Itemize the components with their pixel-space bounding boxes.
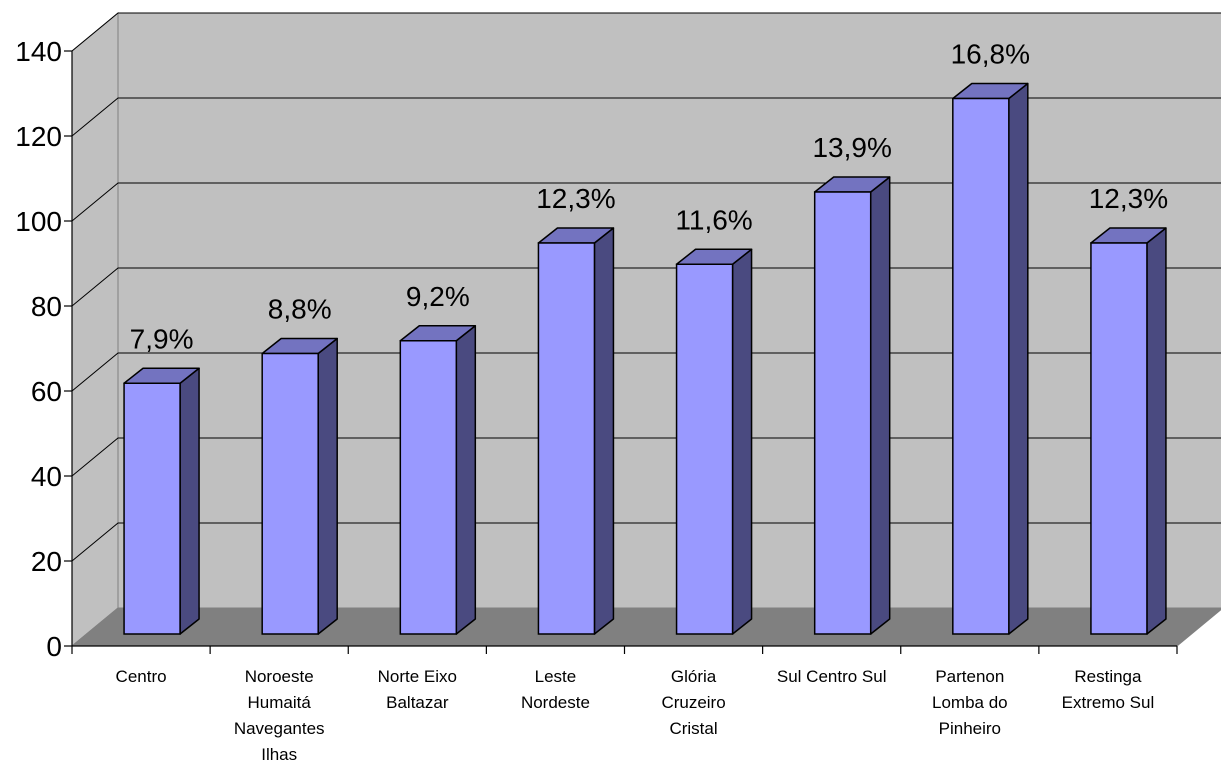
x-tick-label-line: Navegantes (234, 719, 325, 738)
bar-front (675, 263, 734, 635)
bar-side (179, 367, 200, 635)
y-tick-label: 80 (31, 291, 62, 322)
y-tick-label: 60 (31, 376, 62, 407)
x-tick-label-line: Restinga (1074, 667, 1142, 686)
chart-walls (70, 11, 1221, 648)
x-tick-label: Norte Eixo Baltazar (378, 667, 457, 712)
bar-front (952, 97, 1010, 635)
y-tick-label: 0 (46, 631, 62, 662)
data-label: 8,8% (268, 294, 332, 325)
bars (123, 82, 1167, 635)
bar (1090, 227, 1167, 635)
x-tick-label-line: Humaitá (248, 693, 312, 712)
data-label: 7,9% (130, 323, 194, 354)
bar (399, 325, 477, 635)
bar-side (869, 176, 891, 635)
y-tick-label: 140 (15, 36, 62, 67)
y-axis-tick-labels: 0 20 40 60 80 100 120 140 (15, 36, 62, 662)
bar (261, 337, 338, 635)
gridline (71, 97, 1221, 137)
x-tick-label: Noroeste Humaitá Navegantes Ilhas (234, 667, 325, 764)
x-tick-label: Partenon Lomba do Pinheiro (932, 667, 1008, 738)
x-tick-label-line: Extremo Sul (1062, 693, 1155, 712)
axes (64, 50, 1178, 654)
x-tick-label-line: Norte Eixo (378, 667, 457, 686)
bar-side (593, 227, 615, 635)
data-labels: 7,9% 8,8% 9,2% 12,3% 11,6% 13,9% 16,8% 12,3% (130, 39, 1168, 355)
bar-front (399, 340, 458, 635)
bar-front (261, 352, 319, 635)
y-tick-label: 120 (15, 121, 62, 152)
floor (70, 607, 1221, 647)
x-tick-label-line: Cruzeiro (661, 693, 725, 712)
data-label: 9,2% (406, 281, 470, 312)
bar (813, 176, 891, 635)
x-tick-label-line: Sul Centro Sul (777, 667, 887, 686)
bar-side (317, 337, 338, 635)
x-axis-tick-labels: Centro Noroeste Humaitá Navegantes Ilhas Nort… (116, 667, 1155, 764)
bar (952, 82, 1029, 635)
data-label: 13,9% (812, 132, 891, 163)
data-label: 11,6% (675, 204, 752, 235)
data-label: 12,3% (1089, 183, 1168, 214)
bar-front (123, 382, 181, 635)
x-tick-label-line: Glória (671, 667, 717, 686)
x-tick-label-line: Partenon (935, 667, 1004, 686)
y-tick-label: 40 (31, 461, 62, 492)
bar-front (537, 242, 596, 635)
side-wall (71, 11, 119, 648)
x-tick-label: Restinga Extremo Sul (1062, 667, 1155, 712)
x-tick-label-line: Baltazar (386, 693, 449, 712)
y-tick-label: 100 (15, 206, 62, 237)
data-label: 16,8% (951, 39, 1030, 70)
x-tick-label-line: Pinheiro (939, 719, 1001, 738)
bar (123, 367, 200, 635)
x-tick-label-line: Noroeste (245, 667, 314, 686)
gridline (71, 12, 1221, 52)
bar (537, 227, 615, 635)
bar-front (813, 191, 872, 635)
bar-side (1146, 227, 1167, 635)
bar (675, 248, 753, 635)
x-tick-label-line: Lomba do (932, 693, 1008, 712)
x-tick-label-line: Centro (116, 667, 167, 686)
x-tick-label-line: Leste (535, 667, 577, 686)
data-label: 12,3% (536, 183, 615, 214)
bar-side (1008, 82, 1029, 635)
x-tick-label-line: Nordeste (521, 693, 590, 712)
y-tick-label: 20 (31, 546, 62, 577)
x-tick-label-line: Cristal (669, 719, 717, 738)
bar-side (731, 248, 753, 635)
x-tick-label: Sul Centro Sul (777, 667, 887, 686)
bar-side (455, 325, 477, 635)
bar-front (1090, 242, 1148, 635)
x-tick-label: Glória Cruzeiro Cristal (661, 667, 725, 738)
x-tick-label-line: Ilhas (261, 745, 297, 764)
x-tick-label: Leste Nordeste (521, 667, 590, 712)
x-tick-label: Centro (116, 667, 167, 686)
